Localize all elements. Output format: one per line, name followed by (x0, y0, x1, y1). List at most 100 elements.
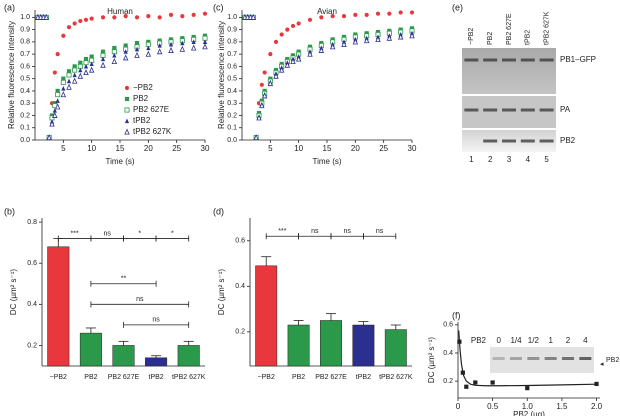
data-point (168, 41, 174, 47)
lane-number: 5 (544, 155, 549, 164)
y-tick-label: 0.4 (443, 350, 453, 357)
significance-label: * (138, 230, 141, 237)
data-point (190, 44, 197, 51)
x-tick-label: 1.5 (556, 402, 568, 411)
data-point (525, 386, 530, 391)
data-point (71, 77, 78, 84)
data-point (290, 58, 296, 65)
y-tick-label: 0.2 (443, 378, 453, 385)
band-label: PB2 (560, 136, 576, 145)
panel-label: (d) (213, 206, 224, 216)
y-axis-label: DC (µm² s⁻¹) (427, 337, 436, 383)
data-point (259, 82, 264, 87)
inset-band (562, 357, 574, 360)
data-point (409, 32, 415, 39)
significance-label: ns (136, 296, 144, 303)
legend-label: tPB2 627K (133, 127, 172, 136)
data-point (89, 61, 94, 67)
data-point (123, 49, 128, 54)
x-axis-label: Time (s) (312, 157, 341, 166)
data-point (66, 72, 72, 78)
panel-label: (b) (4, 206, 15, 216)
data-point (460, 370, 465, 375)
inset-lane-label: 1 (548, 336, 553, 345)
y-tick-label: 0.9 (227, 26, 237, 33)
band-label: PA (560, 105, 571, 114)
significance-label: ns (376, 228, 384, 235)
panel-label: (e) (452, 2, 463, 12)
significance-bracket (363, 233, 397, 240)
data-point (295, 55, 302, 62)
gel-band (520, 58, 535, 62)
lane-label: tPB2 627K (543, 11, 550, 45)
inset-lane-label: 4 (583, 336, 588, 345)
panel-label: (c) (213, 2, 224, 12)
y-tick-label: 0.2 (227, 112, 237, 119)
panel-label: (f) (452, 310, 461, 320)
data-point (124, 85, 130, 91)
inset-band (492, 357, 505, 360)
significance-bracket (123, 321, 190, 328)
data-point (191, 39, 196, 44)
gel-band (539, 58, 554, 62)
data-point (78, 60, 83, 65)
x-tick-label: 10 (294, 144, 303, 153)
inset-lane-label: 2 (566, 336, 571, 345)
data-point (157, 15, 162, 20)
data-point (273, 39, 279, 44)
data-point (55, 92, 61, 98)
data-point (353, 12, 358, 18)
data-point (83, 69, 89, 76)
significance-label: ns (103, 230, 111, 237)
data-point (88, 66, 95, 73)
data-point (180, 14, 185, 19)
significance-bracket (90, 280, 157, 287)
x-tick-label: −PB2 (258, 374, 275, 381)
legend-label: tPB2 (133, 116, 151, 125)
data-point (307, 17, 313, 22)
data-point (341, 14, 347, 19)
data-point (123, 43, 128, 48)
data-point (146, 14, 151, 19)
x-tick-label: 30 (408, 144, 417, 153)
data-point (261, 92, 268, 99)
x-tick-label: 15 (116, 144, 125, 153)
data-point (55, 52, 60, 57)
data-point (122, 54, 129, 61)
data-point (319, 15, 324, 20)
panel-label: (a) (4, 2, 15, 12)
fit-curve (458, 330, 597, 387)
x-tick-label: −PB2 (50, 374, 67, 381)
y-tick-label: 0.0 (227, 137, 237, 144)
gel-strip (462, 48, 556, 94)
inset-band (544, 357, 557, 360)
gel-band (464, 108, 479, 112)
inset-lane-label: 1/4 (510, 336, 522, 345)
x-tick-label: 30 (201, 144, 210, 153)
y-tick-label: 0.6 (443, 322, 453, 329)
gel-band (502, 139, 516, 143)
data-point (386, 34, 393, 41)
gel-band (539, 108, 554, 112)
significance-label: *** (278, 228, 286, 235)
data-point (83, 56, 89, 62)
lane-number: 1 (469, 155, 474, 164)
data-point (49, 120, 55, 127)
x-tick-label: tPB2 (356, 374, 371, 381)
data-point (66, 83, 72, 90)
data-point (307, 50, 313, 57)
gel-band (502, 108, 516, 112)
data-point (66, 69, 72, 74)
y-tick-label: 0.6 (235, 238, 245, 245)
data-point (285, 27, 290, 32)
data-point (594, 381, 599, 387)
y-tick-label: 0.9 (20, 26, 30, 33)
significance-label: * (171, 230, 174, 237)
data-point (89, 54, 94, 59)
y-tick-label: 1.0 (20, 14, 30, 21)
data-point (363, 37, 370, 44)
x-tick-label: PB2 627E (315, 374, 347, 381)
data-point (262, 70, 267, 75)
data-point (490, 380, 495, 385)
